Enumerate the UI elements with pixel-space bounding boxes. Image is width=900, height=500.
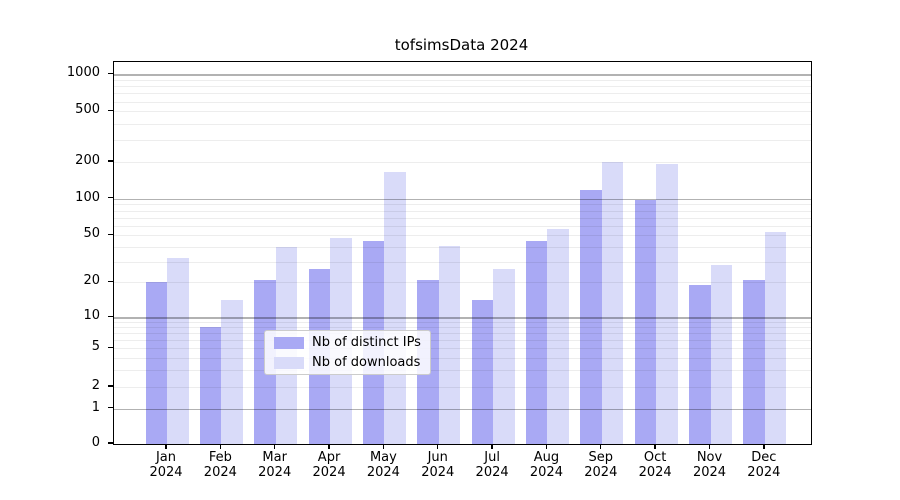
x-tick-mark (763, 444, 765, 449)
bar-distinct-ips-jan (145, 282, 167, 444)
plot-area (113, 61, 812, 445)
gridline-minor (114, 111, 811, 113)
bar-distinct-ips-sep (580, 189, 602, 444)
bar-downloads-dec (764, 232, 787, 444)
y-tick-mark (108, 315, 113, 317)
y-tick-label: 200 (75, 153, 100, 168)
y-tick-mark (108, 280, 113, 282)
y-tick-mark (108, 406, 113, 409)
x-tick-mark (437, 444, 439, 449)
x-tick-label-aug: Aug 2024 (529, 450, 563, 480)
bar-distinct-ips-oct (634, 199, 657, 444)
gridline-minor (114, 79, 811, 81)
bar-downloads-jun (438, 245, 461, 444)
y-tick-label: 5 (91, 339, 100, 355)
gridline-minor (114, 139, 811, 141)
legend-swatch-distinct-ips (274, 336, 304, 349)
x-tick-mark (165, 444, 167, 449)
gridline-minor (114, 204, 811, 206)
y-tick-mark (108, 72, 113, 74)
gridline-minor (114, 93, 811, 95)
y-tick-label: 2 (91, 378, 100, 393)
bar-distinct-ips-dec (743, 279, 765, 444)
y-tick-mark (108, 442, 113, 444)
y-tick-label: 1000 (66, 65, 100, 81)
x-tick-mark (491, 444, 493, 449)
bar-distinct-ips-nov (689, 284, 711, 444)
gridline-minor (114, 86, 811, 88)
bar-distinct-ips-aug (525, 240, 548, 444)
chart-title: tofsimsData 2024 (394, 36, 529, 54)
legend-label-downloads: Nb of downloads (312, 355, 421, 370)
legend-row-distinct-ips: Nb of distinct IPs (265, 334, 430, 351)
x-tick-mark (274, 444, 276, 449)
bar-downloads-oct (656, 163, 678, 444)
y-tick-label: 10 (83, 308, 100, 324)
x-tick-mark (708, 444, 711, 449)
x-tick-mark (328, 444, 330, 449)
bar-downloads-may (384, 172, 406, 444)
y-tick-label: 0 (91, 435, 100, 450)
gridline-minor (114, 210, 811, 212)
x-tick-mark (654, 444, 656, 449)
legend-swatch-downloads (274, 356, 304, 369)
bar-downloads-feb (221, 300, 243, 444)
x-tick-mark (382, 444, 385, 449)
y-tick-label: 20 (83, 273, 100, 289)
x-tick-mark (219, 444, 222, 449)
x-tick-label-jan: Jan 2024 (149, 450, 183, 480)
x-tick-label-may: May 2024 (366, 450, 400, 480)
x-tick-label-nov: Nov 2024 (692, 450, 727, 480)
y-tick-mark (108, 233, 113, 236)
x-tick-label-dec: Dec 2024 (747, 450, 781, 480)
y-tick-label: 100 (75, 189, 100, 205)
x-tick-label-jun: Jun 2024 (421, 450, 455, 480)
y-tick-mark (108, 385, 113, 387)
gridline-minor (114, 162, 811, 163)
gridline-minor (114, 225, 811, 227)
x-tick-label-jul: Jul 2024 (475, 450, 509, 480)
x-tick-label-sep: Sep 2024 (584, 450, 618, 480)
y-tick-label: 1 (91, 399, 100, 415)
x-tick-label-feb: Feb 2024 (203, 450, 237, 480)
x-tick-label-mar: Mar 2024 (258, 450, 292, 480)
bar-distinct-ips-feb (199, 327, 222, 444)
bar-downloads-aug (547, 229, 569, 444)
x-tick-label-apr: Apr 2024 (312, 450, 346, 480)
x-tick-mark (545, 444, 548, 449)
y-tick-label: 500 (75, 102, 100, 118)
legend-label-distinct-ips: Nb of distinct IPs (312, 335, 421, 350)
y-tick-mark (108, 160, 113, 162)
y-tick-mark (108, 109, 113, 111)
bar-downloads-jan (167, 258, 189, 444)
legend-row-downloads: Nb of downloads (265, 354, 430, 371)
x-tick-label-oct: Oct 2024 (638, 450, 672, 480)
bar-downloads-sep (601, 162, 624, 444)
gridline-minor (114, 101, 811, 103)
x-tick-mark (600, 444, 602, 449)
y-tick-label: 50 (83, 226, 100, 242)
gridline-major (114, 198, 811, 200)
bar-downloads-jul (493, 268, 515, 444)
gridline-minor (114, 123, 811, 125)
bar-distinct-ips-jul (471, 300, 494, 444)
legend: Nb of distinct IPs Nb of downloads (264, 330, 431, 375)
gridline-major (114, 74, 811, 76)
y-tick-mark (108, 197, 113, 199)
bar-downloads-nov (710, 265, 732, 444)
y-tick-mark (108, 346, 113, 348)
gridline-minor (114, 261, 811, 263)
gridline-minor (114, 235, 811, 237)
gridline-minor (114, 282, 811, 284)
gridline-minor (114, 246, 811, 248)
gridline-minor (114, 217, 811, 219)
